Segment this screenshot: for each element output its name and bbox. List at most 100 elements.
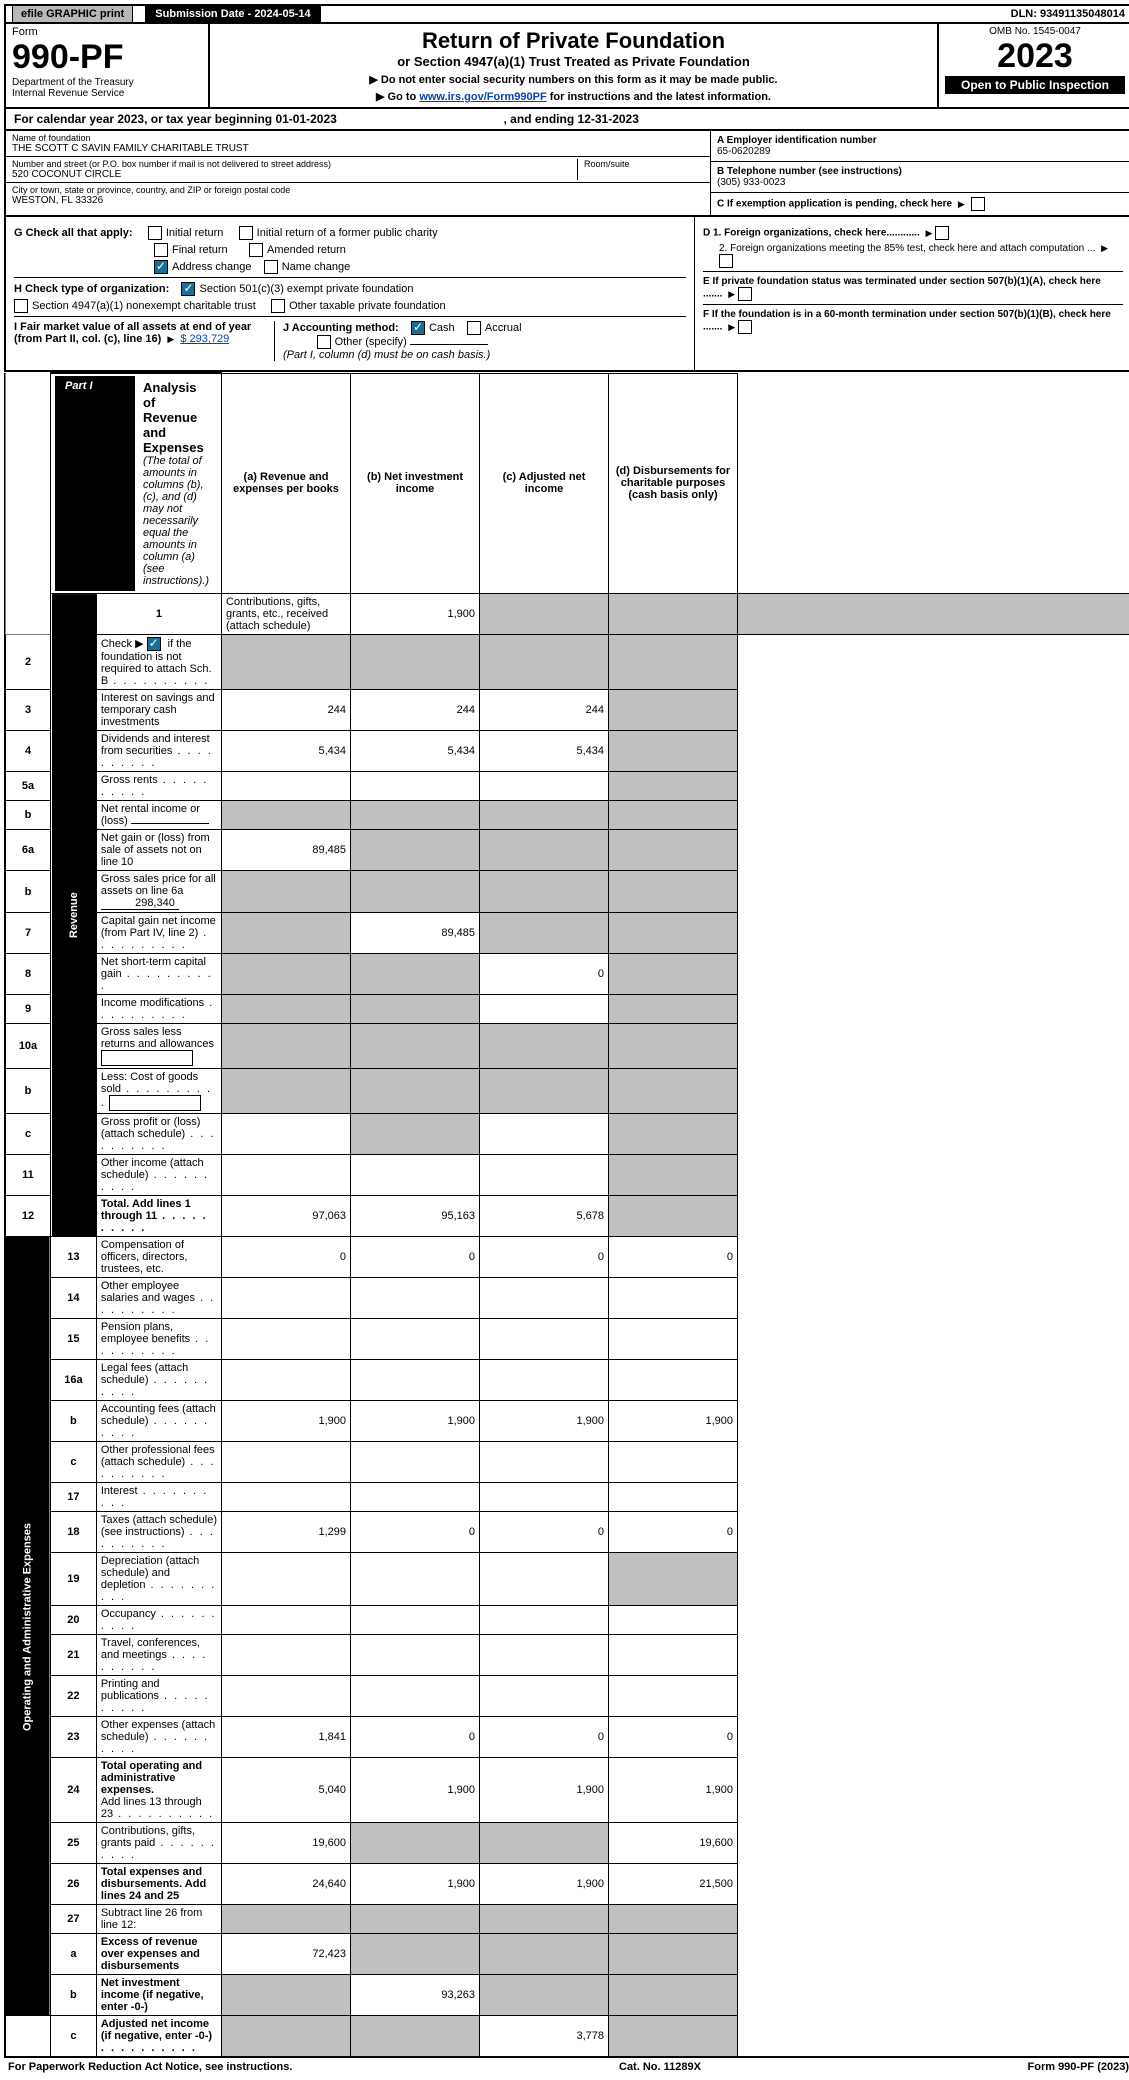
line-16b-c: 1,900 (480, 1401, 609, 1442)
expenses-side-label: Operating and Administrative Expenses (5, 1237, 51, 2016)
d2-checkbox[interactable] (719, 254, 733, 268)
h-501c3-checkbox[interactable] (181, 282, 195, 296)
efile-print-button[interactable]: efile GRAPHIC print (12, 5, 133, 23)
line-25-a: 19,600 (222, 1823, 351, 1864)
col-d-header: (d) Disbursements for charitable purpose… (609, 373, 738, 594)
line-3-c: 244 (480, 690, 609, 731)
city-value: WESTON, FL 33326 (12, 195, 704, 206)
form-number: 990-PF (12, 38, 202, 77)
ein-value: 65-0620289 (717, 146, 1125, 157)
form-note-1: ▶ Do not enter social security numbers o… (220, 73, 927, 86)
line-13-a: 0 (222, 1237, 351, 1278)
line-26-b: 1,900 (351, 1864, 480, 1905)
g-address-checkbox[interactable] (154, 260, 168, 274)
g-label: G Check all that apply: (14, 227, 133, 239)
line-16b-b: 1,900 (351, 1401, 480, 1442)
d1-checkbox[interactable] (935, 226, 949, 240)
e-checkbox[interactable] (738, 287, 752, 301)
note2-pre: ▶ Go to (376, 91, 419, 103)
line-27c-c: 3,778 (480, 2016, 609, 2058)
h-4947-checkbox[interactable] (14, 299, 28, 313)
line-16b-a: 1,900 (222, 1401, 351, 1442)
g-amended-text: Amended return (267, 244, 346, 256)
form-note-2: ▶ Go to www.irs.gov/Form990PF for instru… (220, 90, 927, 103)
g-initial-former-checkbox[interactable] (239, 226, 253, 240)
name-label: Name of foundation (12, 133, 704, 143)
dept-line-2: Internal Revenue Service (12, 88, 202, 99)
g-name-checkbox[interactable] (264, 260, 278, 274)
line-10a-desc: Gross sales less returns and allowances (96, 1024, 221, 1069)
j-accrual-checkbox[interactable] (467, 321, 481, 335)
line-23-a: 1,841 (222, 1717, 351, 1758)
line-13-desc: Compensation of officers, directors, tru… (96, 1237, 221, 1278)
tax-year: 2023 (945, 37, 1125, 76)
line-23-c: 0 (480, 1717, 609, 1758)
line-13-d: 0 (609, 1237, 738, 1278)
g-final-text: Final return (172, 244, 228, 256)
d1-text: D 1. Foreign organizations, check here..… (703, 228, 920, 239)
line-2-checkbox[interactable] (147, 637, 161, 651)
line-24-c: 1,900 (480, 1758, 609, 1823)
h-501c3-text: Section 501(c)(3) exempt private foundat… (199, 283, 413, 295)
city-label: City or town, state or province, country… (12, 185, 704, 195)
j-note: (Part I, column (d) must be on cash basi… (283, 349, 490, 361)
room-label: Room/suite (584, 159, 704, 169)
g-amended-checkbox[interactable] (249, 243, 263, 257)
line-8-c: 0 (480, 954, 609, 995)
arrow-icon (923, 228, 936, 239)
footer-right: Form 990-PF (2023) (1028, 2061, 1129, 2073)
line-23-b: 0 (351, 1717, 480, 1758)
line-13-b: 0 (351, 1237, 480, 1278)
line-26-a: 24,640 (222, 1864, 351, 1905)
line-6b-value: 298,340 (101, 897, 179, 910)
arrow-icon (725, 289, 738, 300)
h-other-checkbox[interactable] (271, 299, 285, 313)
h-other-text: Other taxable private foundation (289, 300, 446, 312)
line-3-a: 244 (222, 690, 351, 731)
line-3-b: 244 (351, 690, 480, 731)
irs-link[interactable]: www.irs.gov/Form990PF (419, 91, 546, 103)
col-b-header: (b) Net investment income (351, 373, 480, 594)
line-12-a: 97,063 (222, 1196, 351, 1237)
footer-left: For Paperwork Reduction Act Notice, see … (8, 2061, 292, 2073)
arrow-icon (164, 333, 177, 345)
j-other-checkbox[interactable] (317, 335, 331, 349)
line-2-desc: Check ▶ if the foundation is not require… (96, 635, 221, 690)
line-5b-fill[interactable] (131, 823, 209, 824)
check-options-block: G Check all that apply: Initial return I… (4, 217, 1129, 372)
j-accrual-text: Accrual (485, 322, 522, 334)
dln-label: DLN: 93491135048014 (1005, 6, 1129, 22)
g-initial-checkbox[interactable] (148, 226, 162, 240)
line-10a-box[interactable] (101, 1050, 193, 1066)
line-18-d: 0 (609, 1512, 738, 1553)
form-title: Return of Private Foundation (220, 28, 927, 54)
line-26-d: 21,500 (609, 1864, 738, 1905)
i-value[interactable]: $ 293,729 (180, 333, 229, 345)
g-initial-former-text: Initial return of a former public charit… (257, 227, 438, 239)
line-18-b: 0 (351, 1512, 480, 1553)
h-label: H Check type of organization: (14, 283, 169, 295)
line-27a-a: 72,423 (222, 1934, 351, 1975)
g-final-checkbox[interactable] (154, 243, 168, 257)
part1-table: Part I Analysis of Revenue and Expenses … (4, 372, 1129, 2058)
part1-title: Analysis of Revenue and Expenses (The to… (135, 376, 217, 591)
line-5a-desc: Gross rents (101, 774, 158, 786)
line-7-b: 89,485 (351, 913, 480, 954)
dept-line-1: Department of the Treasury (12, 77, 202, 88)
j-other-fill[interactable] (410, 344, 488, 345)
c-checkbox[interactable] (971, 197, 985, 211)
col-c-header: (c) Adjusted net income (480, 373, 609, 594)
addr-label: Number and street (or P.O. box number if… (12, 159, 577, 169)
f-checkbox[interactable] (738, 320, 752, 334)
arrow-icon (1098, 243, 1111, 254)
line-1-desc: Contributions, gifts, grants, etc., rece… (222, 594, 351, 635)
line-3-desc: Interest on savings and temporary cash i… (96, 690, 221, 731)
line-10b-box[interactable] (109, 1095, 201, 1111)
d2-text: 2. Foreign organizations meeting the 85%… (719, 243, 1095, 254)
j-cash-checkbox[interactable] (411, 321, 425, 335)
g-addr-text: Address change (172, 261, 252, 273)
line-27c-desc: Adjusted net income (if negative, enter … (101, 2018, 212, 2042)
c-label: C If exemption application is pending, c… (717, 199, 952, 210)
form-subtitle: or Section 4947(a)(1) Trust Treated as P… (220, 54, 927, 69)
g-name-text: Name change (282, 261, 351, 273)
